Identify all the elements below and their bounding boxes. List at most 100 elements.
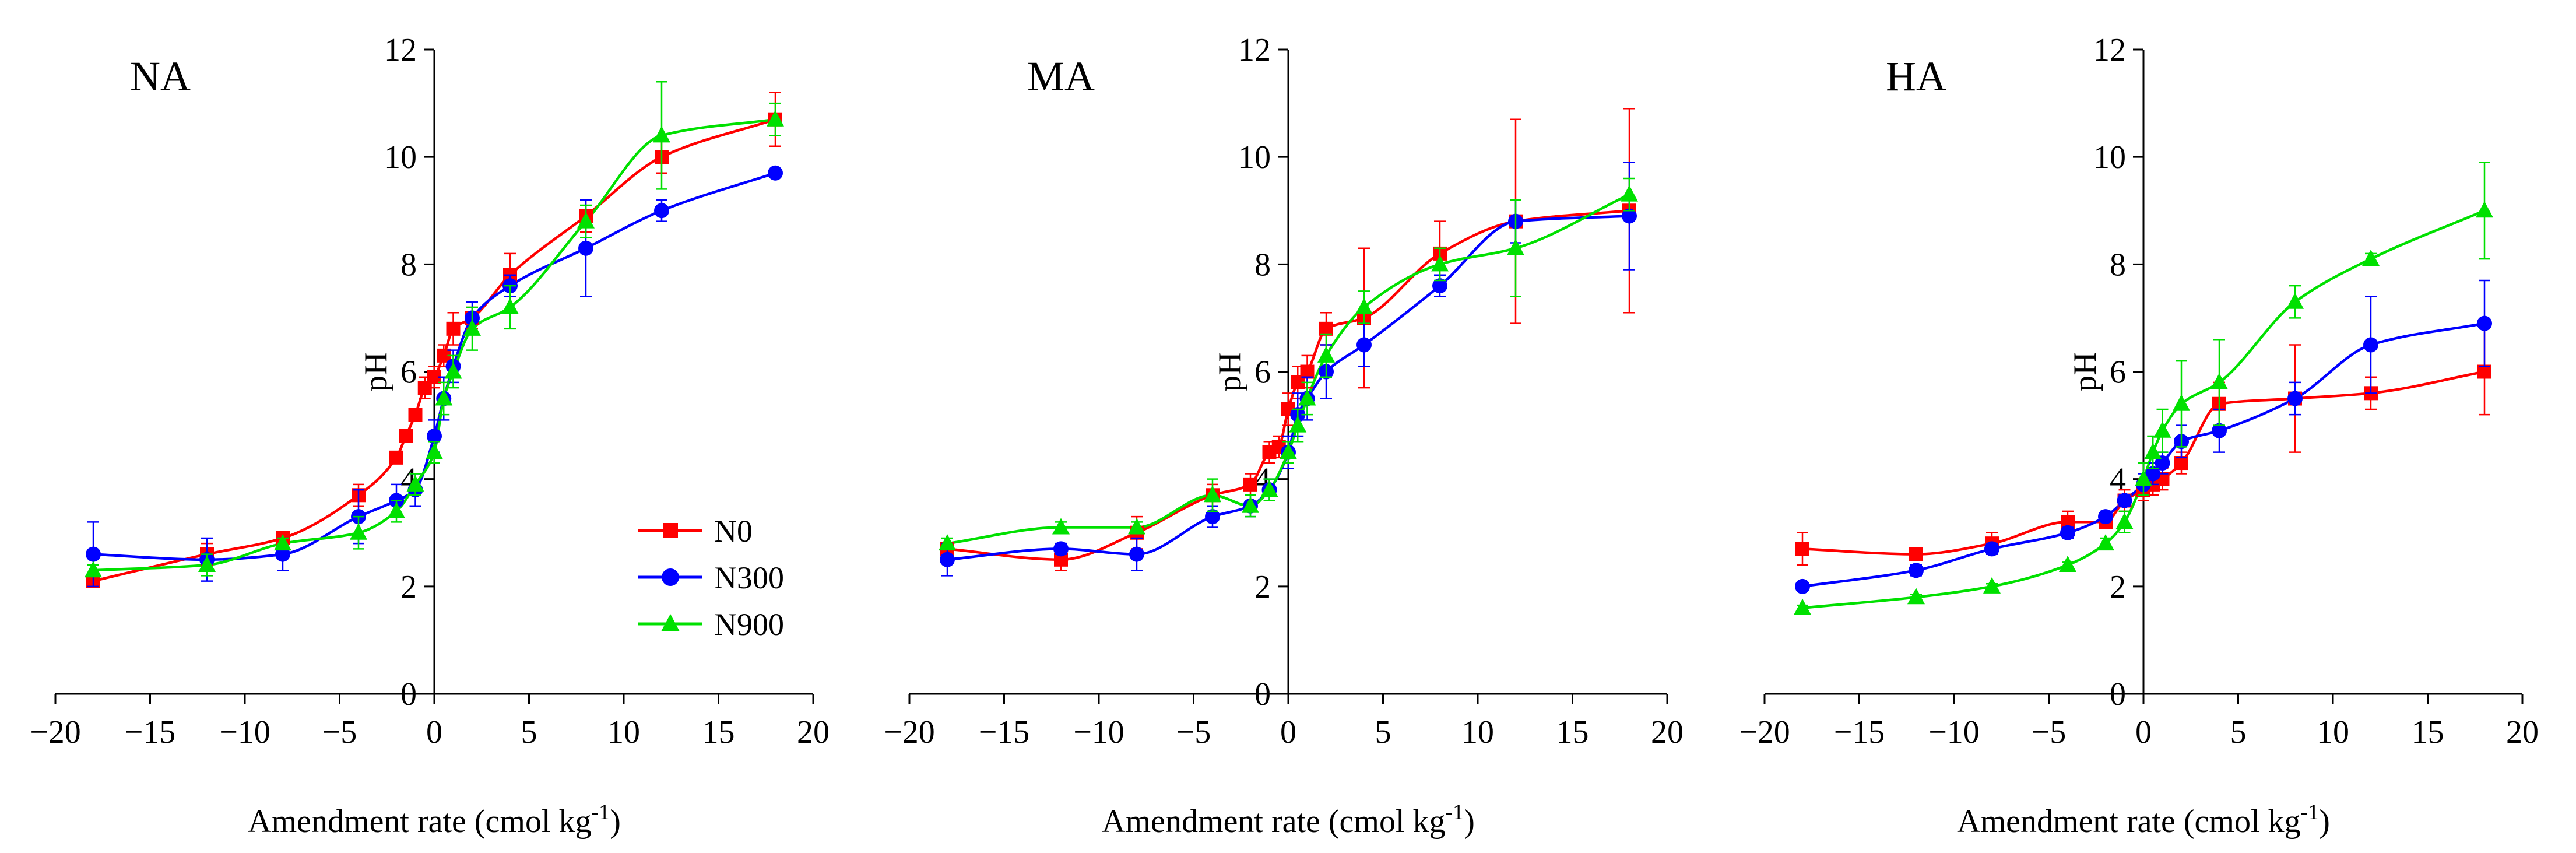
data-point	[388, 501, 405, 518]
x-tick-label: −10	[1928, 714, 1980, 750]
x-tick-label: −20	[884, 714, 935, 750]
panel-title: NA	[130, 53, 191, 100]
x-axis-label: Amendment rate (cmol kg-1)	[248, 800, 621, 840]
data-point	[1289, 416, 1307, 433]
series-n900	[939, 177, 1638, 551]
legend-label-n0: N0	[714, 514, 753, 549]
data-point	[768, 165, 783, 181]
y-tick-label: 10	[384, 139, 417, 175]
y-tick-label: 12	[2093, 32, 2126, 68]
data-point	[1907, 588, 1925, 605]
data-point	[1129, 546, 1144, 562]
x-tick-label: −10	[219, 714, 270, 750]
data-point	[427, 429, 442, 444]
y-axis-label: pH	[2067, 352, 2103, 391]
y-tick-label: 2	[1254, 569, 1271, 605]
series-line-n900	[1802, 209, 2485, 609]
y-axis-label: pH	[1212, 352, 1248, 391]
data-point	[1984, 541, 1999, 557]
data-point	[399, 429, 413, 443]
data-point	[2286, 292, 2304, 309]
data-point	[446, 321, 461, 336]
data-point	[2153, 421, 2171, 438]
legend: N0 N300 N900	[638, 514, 784, 642]
x-axis-label: Amendment rate (cmol kg-1)	[1957, 800, 2330, 840]
data-point	[408, 408, 423, 422]
x-tick-label: 10	[607, 714, 640, 750]
x-tick-label: −10	[1073, 714, 1124, 750]
data-point	[1298, 389, 1316, 406]
data-point	[2477, 315, 2492, 331]
y-tick-label: 0	[1254, 676, 1271, 712]
marks	[85, 81, 784, 588]
x-tick-label: 10	[2317, 714, 2349, 750]
data-point	[2173, 394, 2190, 411]
data-point	[1280, 443, 1297, 459]
data-point	[1432, 278, 1447, 294]
data-point	[654, 203, 669, 219]
data-point	[2135, 469, 2152, 486]
x-tick-label: 20	[797, 714, 830, 750]
data-point	[578, 240, 593, 256]
data-point	[577, 212, 595, 229]
data-point	[1794, 598, 1811, 615]
panel-ha: HA −20 −15 −10 −5 0 5 10 15 20 0 2 4 6 8 10 12 pH Amendm…	[1739, 32, 2539, 840]
data-point	[426, 443, 443, 459]
data-point	[463, 319, 481, 336]
data-point	[1431, 255, 1449, 272]
data-point	[1260, 480, 1278, 497]
x-tick-label: 5	[2230, 714, 2247, 750]
data-point	[939, 534, 956, 551]
y-tick-label: 4	[2110, 462, 2126, 498]
y-tick-label: 6	[1254, 354, 1271, 391]
x-tick-label: 20	[1651, 714, 1684, 750]
data-point	[1795, 542, 1809, 556]
x-tick-label: 10	[1461, 714, 1494, 750]
y-tick-label: 2	[2110, 569, 2126, 605]
data-point	[1053, 541, 1069, 557]
x-tick-label: 0	[426, 714, 442, 750]
data-point	[1507, 238, 1524, 255]
data-point	[2210, 373, 2228, 389]
data-point	[274, 534, 291, 551]
y-tick-label: 8	[400, 247, 417, 283]
data-point	[1356, 337, 1372, 353]
marks	[1794, 162, 2493, 615]
data-point	[2144, 443, 2162, 459]
y-tick-label: 12	[384, 32, 417, 68]
data-point	[435, 389, 453, 406]
y-tick-label: 10	[1238, 139, 1271, 175]
x-tick-label: 0	[2135, 714, 2152, 750]
data-point	[406, 475, 424, 492]
legend-marker-n300	[662, 568, 679, 586]
x-tick-label: −15	[125, 714, 176, 750]
y-tick-label: 8	[1254, 247, 1271, 283]
legend-marker-n0	[663, 523, 678, 538]
x-tick-label: 5	[1375, 714, 1391, 750]
data-point	[2362, 250, 2380, 266]
series-n900	[1794, 162, 2493, 615]
data-point	[1909, 563, 1924, 578]
data-point	[86, 546, 101, 562]
x-tick-label: 0	[1280, 714, 1296, 750]
data-point	[1909, 547, 1923, 561]
x-tick-label: 15	[702, 714, 735, 750]
legend-label-n300: N300	[714, 560, 784, 595]
data-point	[1983, 577, 2001, 594]
data-point	[1204, 486, 1221, 503]
data-point	[2117, 493, 2132, 508]
data-point	[350, 523, 367, 540]
y-tick-label: 10	[2093, 139, 2126, 175]
data-point	[1128, 518, 1145, 535]
data-point	[1205, 509, 1220, 525]
x-tick-label: 15	[2412, 714, 2444, 750]
x-tick-label: −5	[322, 714, 357, 750]
x-tick-label: −20	[1739, 714, 1790, 750]
panel-title: HA	[1886, 53, 1946, 100]
x-axis-label: Amendment rate (cmol kg-1)	[1102, 800, 1475, 840]
data-point	[2059, 556, 2076, 572]
x-tick-label: −15	[1834, 714, 1885, 750]
series-n900	[85, 81, 784, 578]
